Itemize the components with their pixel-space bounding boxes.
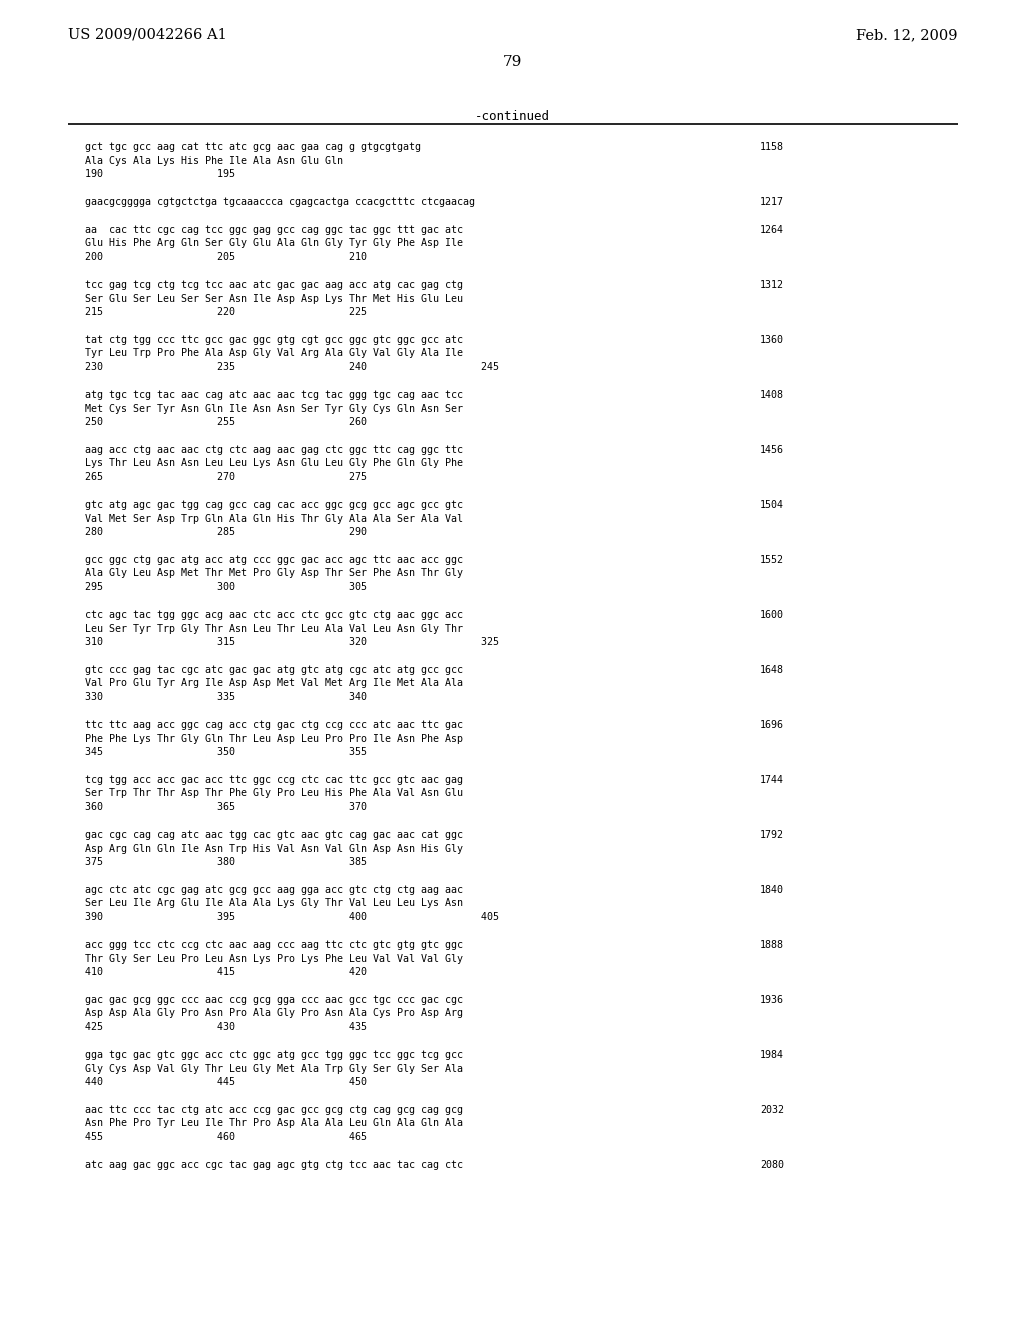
Text: 295                   300                   305: 295 300 305 — [85, 582, 367, 591]
Text: 250                   255                   260: 250 255 260 — [85, 417, 367, 426]
Text: Thr Gly Ser Leu Pro Leu Asn Lys Pro Lys Phe Leu Val Val Val Gly: Thr Gly Ser Leu Pro Leu Asn Lys Pro Lys … — [85, 953, 463, 964]
Text: Glu His Phe Arg Gln Ser Gly Glu Ala Gln Gly Tyr Gly Phe Asp Ile: Glu His Phe Arg Gln Ser Gly Glu Ala Gln … — [85, 239, 463, 248]
Text: 1792: 1792 — [760, 830, 784, 840]
Text: 1264: 1264 — [760, 224, 784, 235]
Text: 1840: 1840 — [760, 884, 784, 895]
Text: agc ctc atc cgc gag atc gcg gcc aag gga acc gtc ctg ctg aag aac: agc ctc atc cgc gag atc gcg gcc aag gga … — [85, 884, 463, 895]
Text: Gly Cys Asp Val Gly Thr Leu Gly Met Ala Trp Gly Ser Gly Ser Ala: Gly Cys Asp Val Gly Thr Leu Gly Met Ala … — [85, 1064, 463, 1073]
Text: 265                   270                   275: 265 270 275 — [85, 473, 367, 482]
Text: Phe Phe Lys Thr Gly Gln Thr Leu Asp Leu Pro Pro Ile Asn Phe Asp: Phe Phe Lys Thr Gly Gln Thr Leu Asp Leu … — [85, 734, 463, 743]
Text: Ala Cys Ala Lys His Phe Ile Ala Asn Glu Gln: Ala Cys Ala Lys His Phe Ile Ala Asn Glu … — [85, 156, 343, 165]
Text: 2080: 2080 — [760, 1160, 784, 1170]
Text: Asn Phe Pro Tyr Leu Ile Thr Pro Asp Ala Ala Leu Gln Ala Gln Ala: Asn Phe Pro Tyr Leu Ile Thr Pro Asp Ala … — [85, 1118, 463, 1129]
Text: 390                   395                   400                   405: 390 395 400 405 — [85, 912, 499, 921]
Text: 440                   445                   450: 440 445 450 — [85, 1077, 367, 1086]
Text: 375                   380                   385: 375 380 385 — [85, 857, 367, 867]
Text: 1504: 1504 — [760, 500, 784, 510]
Text: aag acc ctg aac aac ctg ctc aag aac gag ctc ggc ttc cag ggc ttc: aag acc ctg aac aac ctg ctc aag aac gag … — [85, 445, 463, 455]
Text: Val Met Ser Asp Trp Gln Ala Gln His Thr Gly Ala Ala Ser Ala Val: Val Met Ser Asp Trp Gln Ala Gln His Thr … — [85, 513, 463, 524]
Text: 1696: 1696 — [760, 719, 784, 730]
Text: 1600: 1600 — [760, 610, 784, 620]
Text: 1888: 1888 — [760, 940, 784, 950]
Text: US 2009/0042266 A1: US 2009/0042266 A1 — [68, 28, 226, 42]
Text: Asp Asp Ala Gly Pro Asn Pro Ala Gly Pro Asn Ala Cys Pro Asp Arg: Asp Asp Ala Gly Pro Asn Pro Ala Gly Pro … — [85, 1008, 463, 1019]
Text: 1360: 1360 — [760, 335, 784, 345]
Text: Feb. 12, 2009: Feb. 12, 2009 — [856, 28, 958, 42]
Text: gga tgc gac gtc ggc acc ctc ggc atg gcc tgg ggc tcc ggc tcg gcc: gga tgc gac gtc ggc acc ctc ggc atg gcc … — [85, 1049, 463, 1060]
Text: Ser Leu Ile Arg Glu Ile Ala Ala Lys Gly Thr Val Leu Leu Lys Asn: Ser Leu Ile Arg Glu Ile Ala Ala Lys Gly … — [85, 899, 463, 908]
Text: 1158: 1158 — [760, 143, 784, 152]
Text: Asp Arg Gln Gln Ile Asn Trp His Val Asn Val Gln Asp Asn His Gly: Asp Arg Gln Gln Ile Asn Trp His Val Asn … — [85, 843, 463, 854]
Text: 1984: 1984 — [760, 1049, 784, 1060]
Text: 280                   285                   290: 280 285 290 — [85, 527, 367, 537]
Text: gaacgcgggga cgtgctctga tgcaaaccca cgagcactga ccacgctttc ctcgaacag: gaacgcgggga cgtgctctga tgcaaaccca cgagca… — [85, 197, 475, 207]
Text: -continued: -continued — [474, 110, 550, 123]
Text: 345                   350                   355: 345 350 355 — [85, 747, 367, 756]
Text: Lys Thr Leu Asn Asn Leu Leu Lys Asn Glu Leu Gly Phe Gln Gly Phe: Lys Thr Leu Asn Asn Leu Leu Lys Asn Glu … — [85, 458, 463, 469]
Text: 215                   220                   225: 215 220 225 — [85, 308, 367, 317]
Text: Ser Glu Ser Leu Ser Ser Asn Ile Asp Asp Lys Thr Met His Glu Leu: Ser Glu Ser Leu Ser Ser Asn Ile Asp Asp … — [85, 293, 463, 304]
Text: 190                   195: 190 195 — [85, 169, 234, 180]
Text: 360                   365                   370: 360 365 370 — [85, 803, 367, 812]
Text: 200                   205                   210: 200 205 210 — [85, 252, 367, 261]
Text: 1312: 1312 — [760, 280, 784, 290]
Text: 79: 79 — [503, 55, 521, 69]
Text: gac gac gcg ggc ccc aac ccg gcg gga ccc aac gcc tgc ccc gac cgc: gac gac gcg ggc ccc aac ccg gcg gga ccc … — [85, 995, 463, 1005]
Text: 1936: 1936 — [760, 995, 784, 1005]
Text: 455                   460                   465: 455 460 465 — [85, 1133, 367, 1142]
Text: gac cgc cag cag atc aac tgg cac gtc aac gtc cag gac aac cat ggc: gac cgc cag cag atc aac tgg cac gtc aac … — [85, 830, 463, 840]
Text: Leu Ser Tyr Trp Gly Thr Asn Leu Thr Leu Ala Val Leu Asn Gly Thr: Leu Ser Tyr Trp Gly Thr Asn Leu Thr Leu … — [85, 623, 463, 634]
Text: 230                   235                   240                   245: 230 235 240 245 — [85, 362, 499, 372]
Text: 425                   430                   435: 425 430 435 — [85, 1022, 367, 1032]
Text: aa  cac ttc cgc cag tcc ggc gag gcc cag ggc tac ggc ttt gac atc: aa cac ttc cgc cag tcc ggc gag gcc cag g… — [85, 224, 463, 235]
Text: 330                   335                   340: 330 335 340 — [85, 692, 367, 702]
Text: Val Pro Glu Tyr Arg Ile Asp Asp Met Val Met Arg Ile Met Ala Ala: Val Pro Glu Tyr Arg Ile Asp Asp Met Val … — [85, 678, 463, 689]
Text: tat ctg tgg ccc ttc gcc gac ggc gtg cgt gcc ggc gtc ggc gcc atc: tat ctg tgg ccc ttc gcc gac ggc gtg cgt … — [85, 335, 463, 345]
Text: gct tgc gcc aag cat ttc atc gcg aac gaa cag g gtgcgtgatg: gct tgc gcc aag cat ttc atc gcg aac gaa … — [85, 143, 421, 152]
Text: 1456: 1456 — [760, 445, 784, 455]
Text: ctc agc tac tgg ggc acg aac ctc acc ctc gcc gtc ctg aac ggc acc: ctc agc tac tgg ggc acg aac ctc acc ctc … — [85, 610, 463, 620]
Text: 410                   415                   420: 410 415 420 — [85, 968, 367, 977]
Text: acc ggg tcc ctc ccg ctc aac aag ccc aag ttc ctc gtc gtg gtc ggc: acc ggg tcc ctc ccg ctc aac aag ccc aag … — [85, 940, 463, 950]
Text: atc aag gac ggc acc cgc tac gag agc gtg ctg tcc aac tac cag ctc: atc aag gac ggc acc cgc tac gag agc gtg … — [85, 1160, 463, 1170]
Text: ttc ttc aag acc ggc cag acc ctg gac ctg ccg ccc atc aac ttc gac: ttc ttc aag acc ggc cag acc ctg gac ctg … — [85, 719, 463, 730]
Text: 1552: 1552 — [760, 554, 784, 565]
Text: 2032: 2032 — [760, 1105, 784, 1115]
Text: 1744: 1744 — [760, 775, 784, 785]
Text: tcc gag tcg ctg tcg tcc aac atc gac gac aag acc atg cac gag ctg: tcc gag tcg ctg tcg tcc aac atc gac gac … — [85, 280, 463, 290]
Text: gtc ccc gag tac cgc atc gac gac atg gtc atg cgc atc atg gcc gcc: gtc ccc gag tac cgc atc gac gac atg gtc … — [85, 665, 463, 675]
Text: 310                   315                   320                   325: 310 315 320 325 — [85, 638, 499, 647]
Text: 1217: 1217 — [760, 197, 784, 207]
Text: 1648: 1648 — [760, 665, 784, 675]
Text: tcg tgg acc acc gac acc ttc ggc ccg ctc cac ttc gcc gtc aac gag: tcg tgg acc acc gac acc ttc ggc ccg ctc … — [85, 775, 463, 785]
Text: aac ttc ccc tac ctg atc acc ccg gac gcc gcg ctg cag gcg cag gcg: aac ttc ccc tac ctg atc acc ccg gac gcc … — [85, 1105, 463, 1115]
Text: gtc atg agc gac tgg cag gcc cag cac acc ggc gcg gcc agc gcc gtc: gtc atg agc gac tgg cag gcc cag cac acc … — [85, 500, 463, 510]
Text: atg tgc tcg tac aac cag atc aac aac tcg tac ggg tgc cag aac tcc: atg tgc tcg tac aac cag atc aac aac tcg … — [85, 389, 463, 400]
Text: gcc ggc ctg gac atg acc atg ccc ggc gac acc agc ttc aac acc ggc: gcc ggc ctg gac atg acc atg ccc ggc gac … — [85, 554, 463, 565]
Text: Ala Gly Leu Asp Met Thr Met Pro Gly Asp Thr Ser Phe Asn Thr Gly: Ala Gly Leu Asp Met Thr Met Pro Gly Asp … — [85, 569, 463, 578]
Text: Met Cys Ser Tyr Asn Gln Ile Asn Asn Ser Tyr Gly Cys Gln Asn Ser: Met Cys Ser Tyr Asn Gln Ile Asn Asn Ser … — [85, 404, 463, 413]
Text: Ser Trp Thr Thr Asp Thr Phe Gly Pro Leu His Phe Ala Val Asn Glu: Ser Trp Thr Thr Asp Thr Phe Gly Pro Leu … — [85, 788, 463, 799]
Text: 1408: 1408 — [760, 389, 784, 400]
Text: Tyr Leu Trp Pro Phe Ala Asp Gly Val Arg Ala Gly Val Gly Ala Ile: Tyr Leu Trp Pro Phe Ala Asp Gly Val Arg … — [85, 348, 463, 359]
